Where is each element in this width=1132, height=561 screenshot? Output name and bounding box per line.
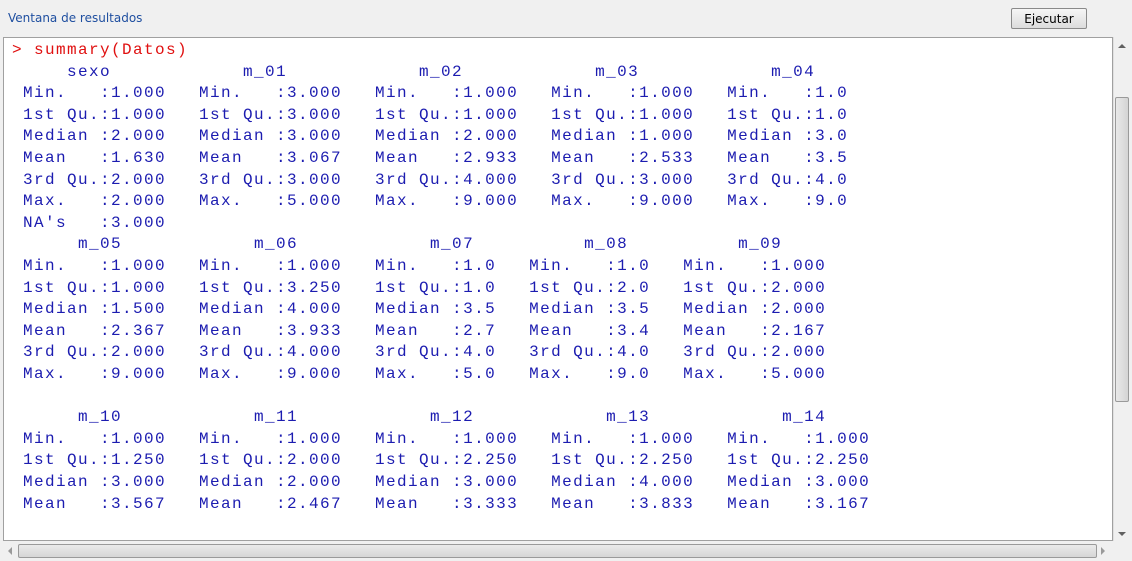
command-line: > summary(Datos) <box>12 41 189 59</box>
horizontal-scroll-thumb[interactable] <box>18 544 1097 558</box>
output-line: Max. :9.000 Max. :9.000 Max. :5.0 Max. :… <box>12 365 827 383</box>
output-line: 1st Qu.:1.000 1st Qu.:3.000 1st Qu.:1.00… <box>12 105 849 124</box>
output-line: m_10 m_11 m_12 m_13 m_14 <box>12 408 827 427</box>
output-line: Median :2.000 Median :3.000 Median :2.00… <box>12 127 849 146</box>
output-line: 1st Qu.:1.000 1st Qu.:3.250 1st Qu.:1.0 … <box>12 278 827 297</box>
output-line: 3rd Qu.:2.000 3rd Qu.:3.000 3rd Qu.:4.00… <box>12 170 849 189</box>
scroll-down-arrow[interactable] <box>1118 532 1126 540</box>
scroll-left-arrow[interactable] <box>4 547 12 555</box>
panel-title: Ventana de resultados <box>8 11 143 25</box>
output-line: Min. :1.000 Min. :1.000 Min. :1.0 Min. :… <box>12 257 827 275</box>
output-line: 1st Qu.:1.250 1st Qu.:2.000 1st Qu.:2.25… <box>12 451 871 470</box>
output-line: Mean :2.367 Mean :3.933 Mean :2.7 Mean :… <box>12 321 827 340</box>
output-line: 3rd Qu.:2.000 3rd Qu.:4.000 3rd Qu.:4.0 … <box>12 343 827 362</box>
run-button[interactable]: Ejecutar <box>1011 8 1087 29</box>
output-line: Min. :1.000 Min. :1.000 Min. :1.000 Min.… <box>12 429 871 448</box>
output-line: Mean :3.567 Mean :2.467 Mean :3.333 Mean… <box>12 494 871 513</box>
output-line: m_05 m_06 m_07 m_08 m_09 <box>12 235 783 254</box>
scroll-right-arrow[interactable] <box>1101 547 1109 555</box>
console-output: > summary(Datos) sexo m_01 m_02 m_03 m_0… <box>3 37 1113 541</box>
output-line: Median :1.500 Median :4.000 Median :3.5 … <box>12 300 827 319</box>
output-line: sexo m_01 m_02 m_03 m_04 <box>12 62 816 81</box>
output-line: Mean :1.630 Mean :3.067 Mean :2.933 Mean… <box>12 149 849 167</box>
output-line: Min. :1.000 Min. :3.000 Min. :1.000 Min.… <box>12 84 849 103</box>
vertical-scroll-thumb[interactable] <box>1115 97 1129 402</box>
scroll-up-arrow[interactable] <box>1118 40 1126 48</box>
output-line: NA's :3.000 <box>12 213 167 232</box>
output-line: Median :3.000 Median :2.000 Median :3.00… <box>12 473 871 491</box>
output-line: Max. :2.000 Max. :5.000 Max. :9.000 Max.… <box>12 192 849 211</box>
